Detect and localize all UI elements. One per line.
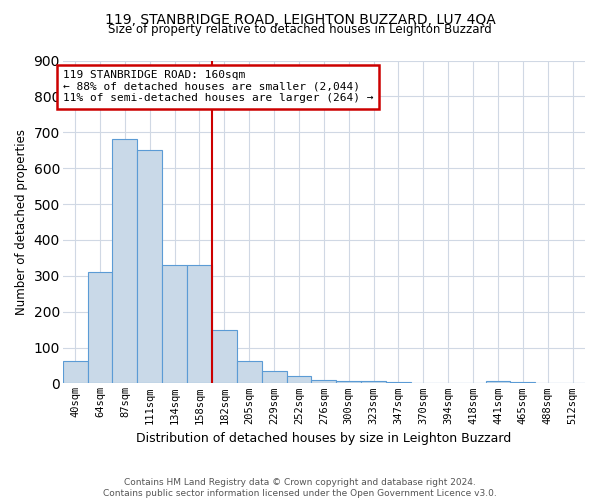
Bar [485,381,511,384]
Text: 119 STANBRIDGE ROAD: 160sqm
← 88% of detached houses are smaller (2,044)
11% of : 119 STANBRIDGE ROAD: 160sqm ← 88% of det… [63,70,373,103]
Bar [361,381,386,384]
Bar [63,361,88,384]
Bar [187,265,212,384]
Bar [162,265,187,384]
Text: Size of property relative to detached houses in Leighton Buzzard: Size of property relative to detached ho… [108,22,492,36]
Bar [137,150,162,384]
Bar [262,371,287,384]
Text: Contains HM Land Registry data © Crown copyright and database right 2024.
Contai: Contains HM Land Registry data © Crown c… [103,478,497,498]
Text: 119, STANBRIDGE ROAD, LEIGHTON BUZZARD, LU7 4QA: 119, STANBRIDGE ROAD, LEIGHTON BUZZARD, … [104,12,496,26]
Y-axis label: Number of detached properties: Number of detached properties [15,129,28,315]
Bar [112,140,137,384]
Bar [511,382,535,384]
Bar [311,380,336,384]
Bar [212,330,237,384]
Bar [386,382,411,384]
Bar [336,380,361,384]
X-axis label: Distribution of detached houses by size in Leighton Buzzard: Distribution of detached houses by size … [136,432,511,445]
Bar [287,376,311,384]
Bar [88,272,112,384]
Bar [237,361,262,384]
